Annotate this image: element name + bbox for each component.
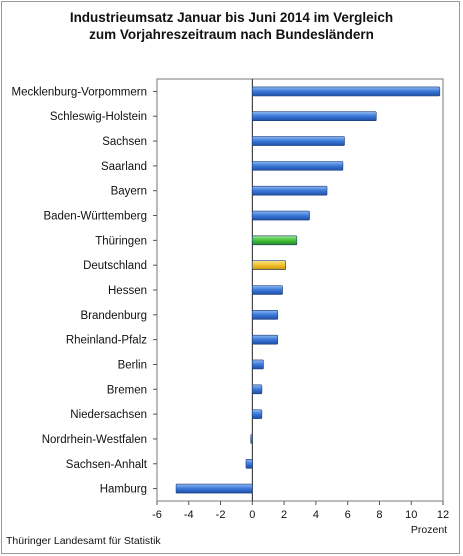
x-tick-label: 10 [405,509,417,521]
bar [252,235,298,246]
chart-title-line-1: Industrieumsatz Januar bis Juni 2014 im … [69,10,394,25]
bar [252,185,328,196]
bar [250,434,253,444]
category-label: Bayern [111,186,147,198]
category-label: Niedersachsen [70,409,147,421]
category-label: Sachsen-Anhalt [66,459,148,471]
bar [175,483,253,494]
x-tick-label: -4 [184,509,194,521]
category-label: Mecklenburg-Vorpommern [11,86,147,98]
bar [252,334,279,345]
x-tick-label: -2 [216,509,226,521]
category-label: Bremen [107,384,147,396]
category-label: Deutschland [83,260,147,272]
bar [245,458,253,469]
bar [252,136,345,146]
category-label: Brandenburg [81,310,148,322]
bar [252,310,279,320]
bar [252,111,377,122]
x-tick-label: -6 [152,509,162,521]
category-label: Rheinland-Pfalz [66,335,147,347]
chart-title-line-2: zum Vorjahreszeitraum nach Bundesländern [89,27,374,42]
category-label: Nordrhein-Westfalen [42,434,147,446]
category-label: Saarland [101,161,147,173]
bar [252,285,283,295]
category-label: Baden-Württemberg [43,211,147,223]
x-tick-label: 6 [345,509,351,521]
source-note: Thüringer Landesamt für Statistik [6,535,161,547]
x-tick-label: 2 [281,509,287,521]
category-label: Sachsen [102,136,147,148]
x-tick-label: 0 [249,509,255,521]
bar [252,359,264,370]
bar [252,161,344,171]
bar [252,384,263,395]
category-label: Schleswig-Holstein [50,111,147,123]
category-label: Berlin [118,359,147,371]
x-tick-label: 4 [313,509,319,521]
bar [252,409,263,419]
category-label: Hamburg [100,484,147,496]
x-axis-unit-label: Prozent [411,524,447,536]
chart-title: Industrieumsatz Januar bis Juni 2014 im … [0,9,463,43]
bar [252,210,310,221]
x-tick-label: 12 [437,509,449,521]
bar [252,260,286,270]
bar [252,86,441,97]
category-label: Thüringen [95,235,147,247]
category-label: Hessen [108,285,147,297]
x-tick-label: 8 [376,509,382,521]
